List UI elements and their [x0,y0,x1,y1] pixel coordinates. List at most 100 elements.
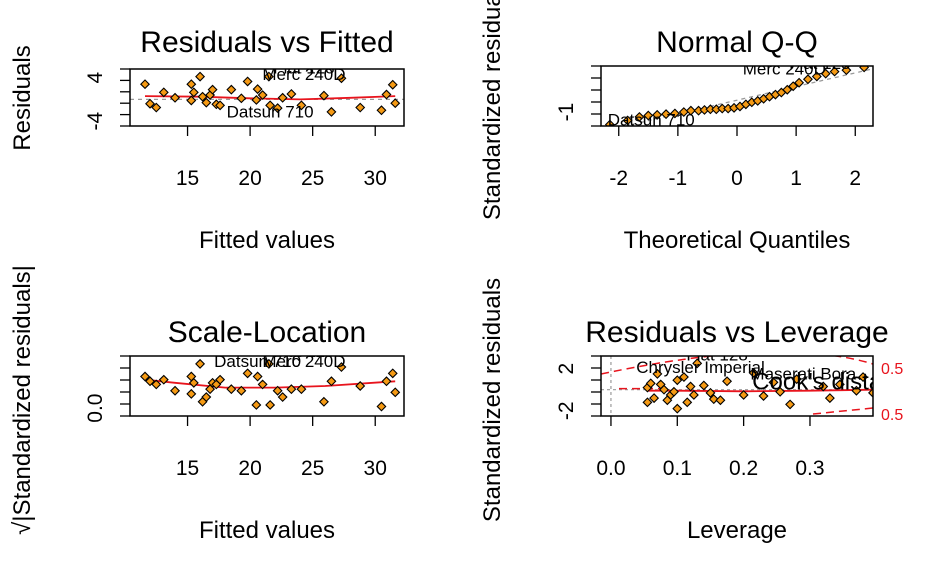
observation-label: Fiat 128 [789,54,850,73]
data-point [376,401,387,412]
data-point [682,397,693,408]
data-point [318,90,329,101]
data-point [277,392,288,403]
data-point [201,97,212,108]
x-tick-label: 30 [364,457,387,480]
data-point [286,88,297,99]
data-point [829,66,840,77]
data-point [336,73,347,84]
data-point [326,106,337,117]
data-point [145,376,155,387]
data-point [170,92,181,103]
data-point [820,68,831,79]
data-point [286,384,297,395]
data-point [802,74,813,85]
data-point [672,403,683,414]
data-point [242,76,253,87]
data-point [252,371,263,382]
x-axis-label: Fitted values [199,227,335,254]
data-point [387,79,398,90]
data-point [257,90,268,101]
data-point [859,66,870,73]
data-point [811,71,822,82]
data-point [775,386,786,397]
y-tick-label: -4 [84,111,107,130]
observation-label: Merc 240D [262,352,345,371]
cooks-distance-contour-label: 0.5 [881,361,903,378]
data-point [645,378,656,389]
observation-label: Merc 240D [262,65,345,84]
y-axis-label: Residuals [9,45,36,150]
x-tick-label: -2 [609,167,628,190]
data-point [390,387,401,398]
data-point [748,367,759,378]
data-point [642,397,653,408]
data-point [604,119,615,126]
y-axis-label: Standardized residuals [479,0,506,220]
x-tick-label: 0.0 [596,457,625,480]
data-point [376,105,387,116]
data-point [698,380,709,391]
x-tick-label: 15 [176,167,199,190]
data-point [252,84,263,95]
y-tick-label: -2 [555,401,578,420]
data-point [236,93,247,104]
data-point [652,368,663,379]
data-point [659,384,670,395]
x-tick-label: 25 [301,457,324,480]
data-point [140,371,150,382]
data-point [381,376,392,387]
data-point [715,395,726,406]
data-point [140,79,150,90]
data-point [791,374,802,385]
data-point [818,381,829,392]
data-point [158,374,169,385]
chart-title: Residuals vs Fitted [140,26,393,59]
data-point [336,362,347,373]
data-point [692,358,703,369]
plot-frame [600,355,874,417]
data-point [688,389,699,400]
data-point [207,84,218,95]
data-point [296,384,307,395]
data-point [186,79,197,90]
data-point [390,98,401,109]
data-point [186,388,197,399]
data-point [672,375,683,386]
x-tick-label: 15 [176,457,199,480]
data-point [355,381,366,391]
cooks-distance-lower-curve [812,407,873,415]
chart-title: Residuals vs Leverage [585,316,889,349]
data-point [257,379,268,390]
x-tick-label: 30 [364,167,387,190]
data-point [145,98,155,109]
data-point [226,384,237,395]
data-point [851,385,862,396]
observation-label: Datsun 710 [214,352,301,371]
x-tick-label: 2 [849,167,861,190]
observation-label: Fiat 128 [686,346,747,365]
data-point [272,385,283,396]
y-tick-label: -1 [555,103,578,122]
observation-label: Fiat 128 [273,342,334,361]
data-point [381,89,392,100]
observation-label: Datsun 710 [608,110,695,129]
x-tick-label: 0.3 [795,457,824,480]
data-point [263,71,274,82]
data-point [794,77,805,88]
x-tick-label: 20 [238,167,261,190]
x-tick-label: 0.1 [663,457,692,480]
data-point [708,394,719,405]
data-point [355,102,366,113]
data-point [649,393,660,404]
data-point [226,84,237,95]
data-point [685,105,696,116]
data-point [758,391,769,401]
y-axis-label: √|Standardized residuals| [9,265,36,535]
